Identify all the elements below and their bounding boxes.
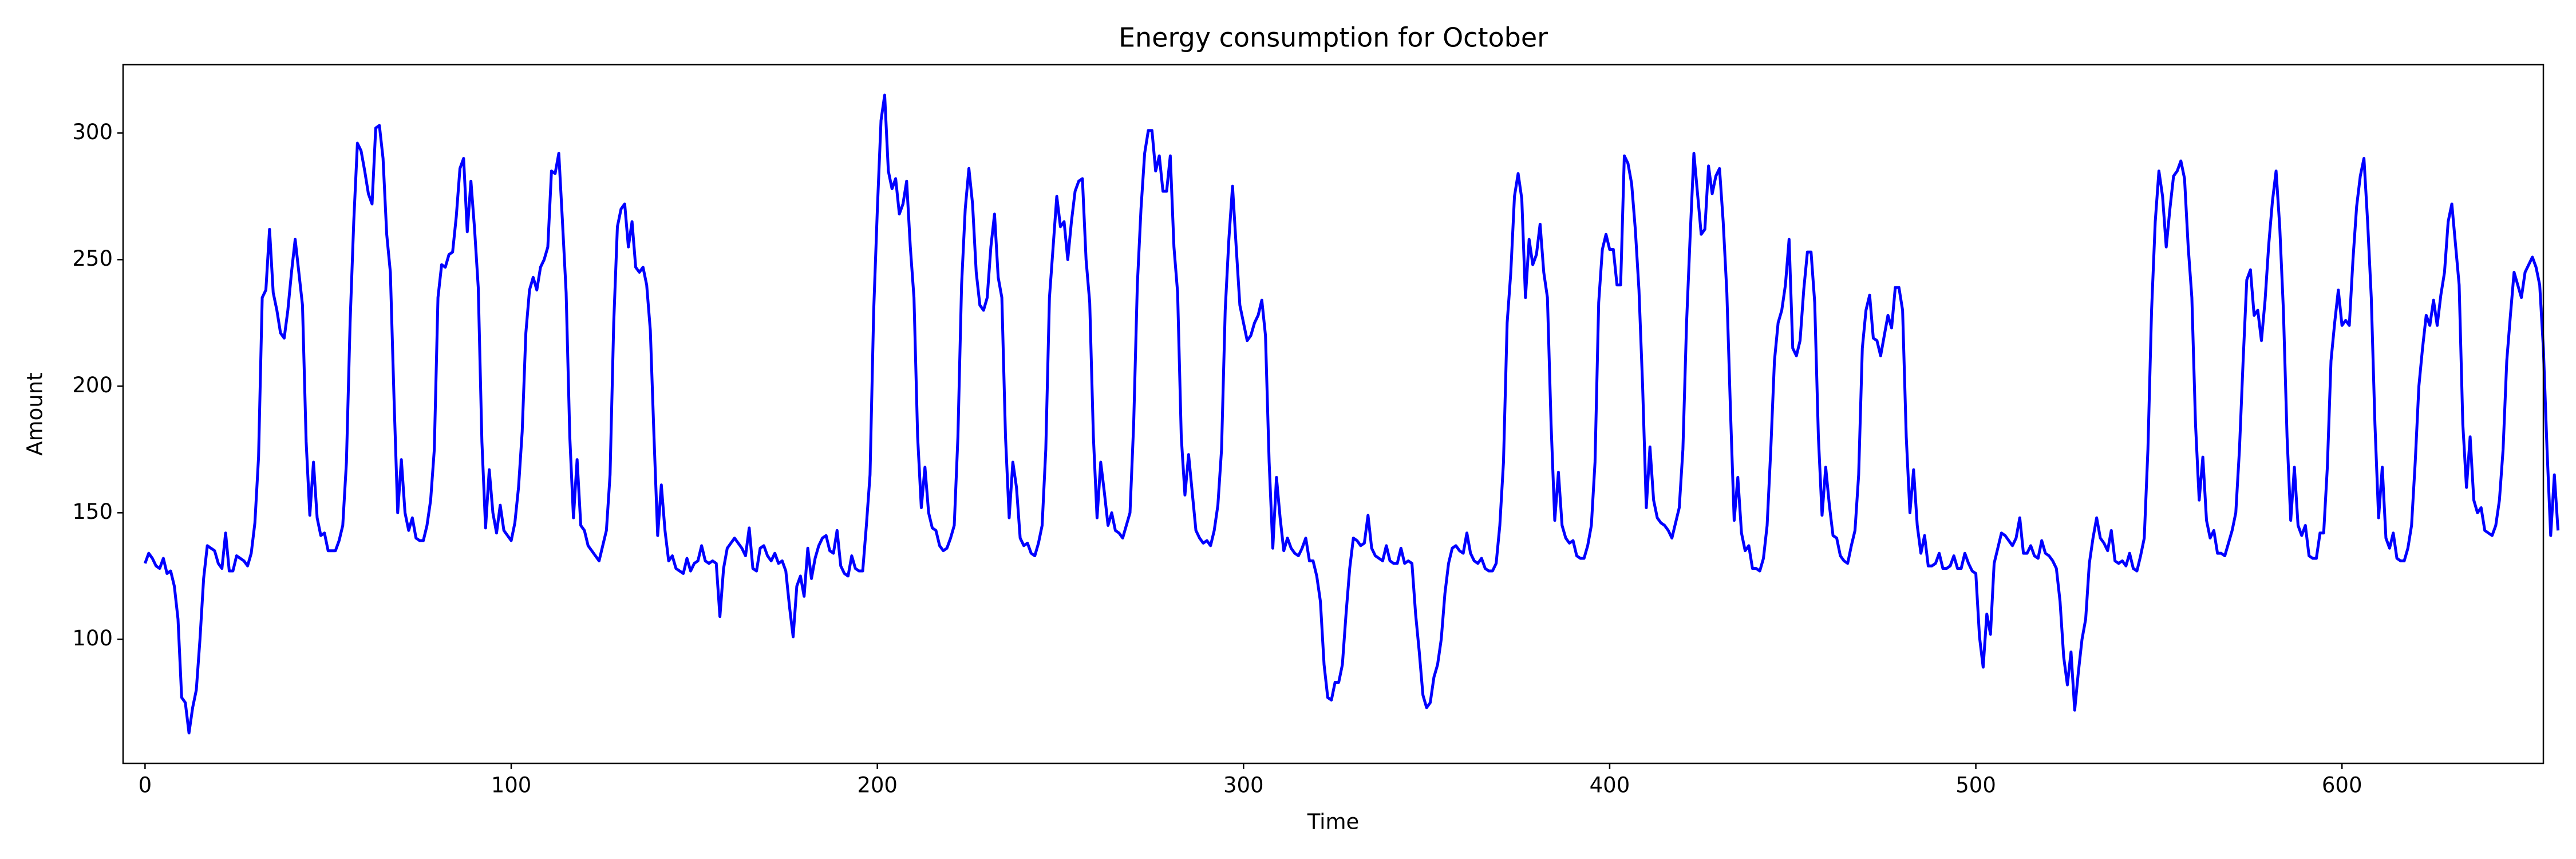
plot-frame bbox=[122, 64, 2545, 765]
y-tick-label: 100 bbox=[72, 626, 113, 651]
x-tick-label: 0 bbox=[139, 773, 152, 798]
y-tick-label: 250 bbox=[72, 246, 113, 271]
x-tick-label: 100 bbox=[491, 773, 532, 798]
y-tick-label: 300 bbox=[72, 120, 113, 144]
data-line bbox=[144, 93, 2560, 735]
y-tick-label: 200 bbox=[72, 373, 113, 397]
chart-title: Energy consumption for October bbox=[1119, 22, 1548, 53]
x-axis-label: Time bbox=[1307, 810, 1360, 834]
x-tick-label: 600 bbox=[2322, 773, 2362, 798]
x-tick-label: 400 bbox=[1590, 773, 1630, 798]
x-tick-label: 200 bbox=[857, 773, 898, 798]
x-tick-label: 500 bbox=[1955, 773, 1996, 798]
y-axis-label: Amount bbox=[23, 372, 48, 455]
y-tick-label: 150 bbox=[72, 499, 113, 524]
x-tick-label: 300 bbox=[1223, 773, 1264, 798]
